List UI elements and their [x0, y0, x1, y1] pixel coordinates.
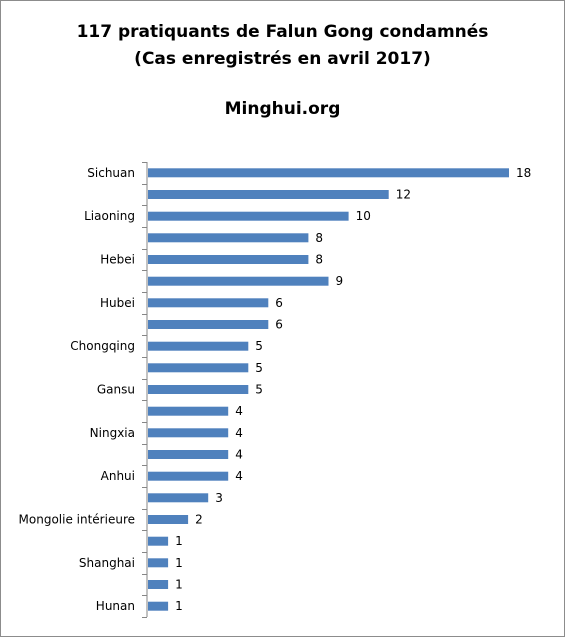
bar: [148, 428, 229, 438]
chart-source: Minghui.org: [224, 99, 341, 119]
data-label: 8: [315, 253, 323, 267]
bar: [148, 190, 389, 199]
bar: [148, 580, 169, 589]
bar: [148, 558, 169, 568]
bar: [148, 515, 189, 524]
data-label: 1: [175, 534, 183, 548]
category-label: Gansu: [97, 383, 135, 397]
data-label: 4: [235, 448, 243, 462]
category-label: Chongqing: [70, 339, 135, 353]
bar: [148, 385, 249, 394]
bar: [148, 536, 169, 546]
data-label: 5: [255, 361, 263, 375]
data-label: 4: [235, 469, 243, 483]
data-label: 1: [175, 578, 183, 592]
bar: [148, 471, 229, 481]
bar: [148, 298, 269, 308]
bar: [148, 406, 229, 416]
data-label: 3: [215, 491, 223, 505]
bar: [148, 320, 269, 329]
bar: [148, 363, 249, 373]
category-label: Shanghai: [79, 556, 135, 570]
data-label: 10: [356, 209, 371, 223]
category-label: Mongolie intérieure: [19, 513, 135, 527]
category-label: Liaoning: [84, 209, 135, 223]
data-label: 1: [175, 599, 183, 613]
bar: [148, 255, 309, 264]
data-label: 5: [255, 383, 263, 397]
data-label: 12: [396, 188, 411, 202]
data-label: 6: [275, 318, 283, 332]
data-label: 2: [195, 513, 203, 527]
category-label: Sichuan: [87, 166, 135, 180]
bar: [148, 493, 209, 503]
data-label: 1: [175, 556, 183, 570]
bar: [148, 211, 349, 221]
category-label: Anhui: [101, 469, 135, 483]
bar: [148, 233, 309, 243]
bar: [148, 168, 509, 178]
category-label: Hebei: [100, 253, 135, 267]
data-label: 8: [315, 231, 323, 245]
data-label: 4: [235, 404, 243, 418]
category-label: Hubei: [100, 296, 135, 310]
bar: [148, 341, 249, 351]
data-label: 18: [516, 166, 531, 180]
category-label: Hunan: [96, 599, 135, 613]
bar: [148, 601, 169, 611]
chart-subtitle: (Cas enregistrés en avril 2017): [134, 49, 431, 69]
data-label: 9: [336, 274, 344, 288]
category-label: Ningxia: [90, 426, 135, 440]
data-label: 5: [255, 339, 263, 353]
bar: [148, 450, 229, 459]
data-label: 6: [275, 296, 283, 310]
bar: [148, 276, 329, 286]
chart-title: 117 pratiquants de Falun Gong condamnés: [76, 22, 489, 42]
data-label: 4: [235, 426, 243, 440]
